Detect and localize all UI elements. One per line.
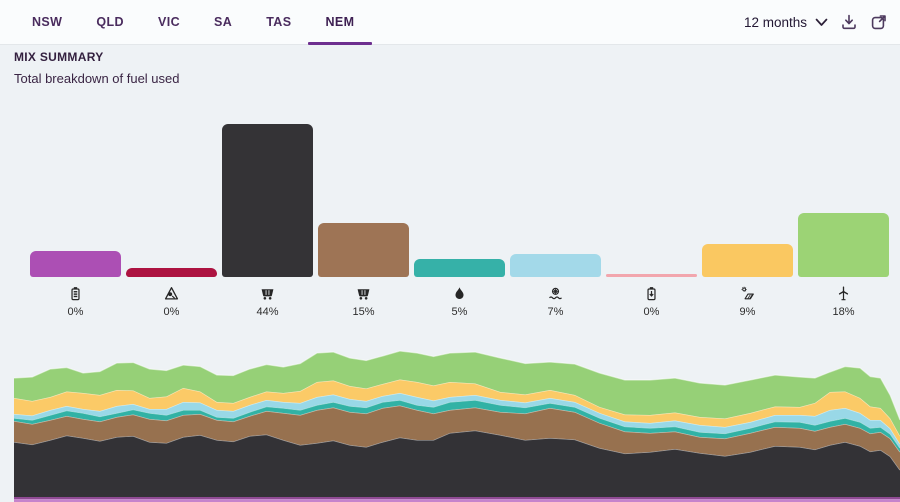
fuel-percent-label: 0% xyxy=(163,306,180,318)
chevron-down-icon xyxy=(815,18,828,26)
wind-turbine-icon xyxy=(798,286,889,303)
battery-charging-icon xyxy=(30,286,121,303)
legend-coal-black[interactable]: 44% xyxy=(222,286,313,322)
area-bottom-strip-battery xyxy=(14,497,900,500)
expand-button[interactable] xyxy=(870,13,888,31)
solar-icon xyxy=(702,286,793,303)
tab-nem[interactable]: NEM xyxy=(325,0,354,44)
fuel-percent-label: 7% xyxy=(547,306,564,318)
bar-solar[interactable] xyxy=(702,244,793,277)
header-bar: NSW QLD VIC SA TAS NEM 12 months xyxy=(0,0,900,45)
fuel-percent-label: 9% xyxy=(739,306,756,318)
area-layer-seam xyxy=(14,350,900,421)
bar-coal-brown[interactable] xyxy=(318,223,409,277)
section-title: MIX SUMMARY xyxy=(14,50,104,64)
legend-coal-brown[interactable]: 15% xyxy=(318,286,409,322)
bar-hydro[interactable] xyxy=(510,254,601,277)
download-button[interactable] xyxy=(840,13,858,31)
tab-sa[interactable]: SA xyxy=(214,15,233,29)
tab-tas[interactable]: TAS xyxy=(266,15,292,29)
legend-gas[interactable]: 5% xyxy=(414,286,505,322)
header-controls: 12 months xyxy=(744,0,888,44)
hydro-icon xyxy=(510,286,601,303)
download-icon xyxy=(842,14,856,30)
area-layer-solar[interactable] xyxy=(14,379,900,445)
legend-solar[interactable]: 9% xyxy=(702,286,793,322)
bar-battery-discharging[interactable] xyxy=(606,274,697,277)
fuel-percent-label: 0% xyxy=(643,306,660,318)
fuel-percent-label: 5% xyxy=(451,306,468,318)
pump-icon xyxy=(126,286,217,303)
tab-qld[interactable]: QLD xyxy=(96,15,124,29)
legend-wind[interactable]: 18% xyxy=(798,286,889,322)
minecart-icon xyxy=(222,286,313,303)
legend-pumps[interactable]: 0% xyxy=(126,286,217,322)
region-tabs: NSW QLD VIC SA TAS NEM xyxy=(0,0,354,44)
minecart-icon xyxy=(318,286,409,303)
period-selector[interactable]: 12 months xyxy=(744,15,828,30)
tab-nsw[interactable]: NSW xyxy=(32,15,63,29)
battery-discharging-icon xyxy=(606,286,697,303)
fuel-percent-label: 44% xyxy=(256,306,279,318)
legend-battery-discharging[interactable]: 0% xyxy=(606,286,697,322)
bar-gas[interactable] xyxy=(414,259,505,277)
legend-battery-charging[interactable]: 0% xyxy=(30,286,121,322)
fuel-percent-label: 0% xyxy=(67,306,84,318)
tab-vic[interactable]: VIC xyxy=(157,15,181,29)
bar-battery-charging[interactable] xyxy=(30,251,121,277)
area-layer-coal-brown[interactable] xyxy=(14,405,900,471)
bar-pumps[interactable] xyxy=(126,268,217,277)
bar-wind[interactable] xyxy=(798,213,889,277)
fuel-percent-label: 15% xyxy=(352,306,375,318)
legend-hydro[interactable]: 7% xyxy=(510,286,601,322)
flame-icon xyxy=(414,286,505,303)
fuel-mix-area-chart[interactable] xyxy=(14,342,900,502)
area-layer-wind[interactable] xyxy=(14,351,900,436)
area-layer-coal-black[interactable] xyxy=(14,430,900,498)
open-external-icon xyxy=(871,15,886,30)
bar-coal-black[interactable] xyxy=(222,124,313,277)
fuel-percent-label: 18% xyxy=(832,306,855,318)
area-bottom-strip-battery xyxy=(14,499,900,502)
section-subtitle: Total breakdown of fuel used xyxy=(14,71,180,86)
period-label: 12 months xyxy=(743,14,807,30)
